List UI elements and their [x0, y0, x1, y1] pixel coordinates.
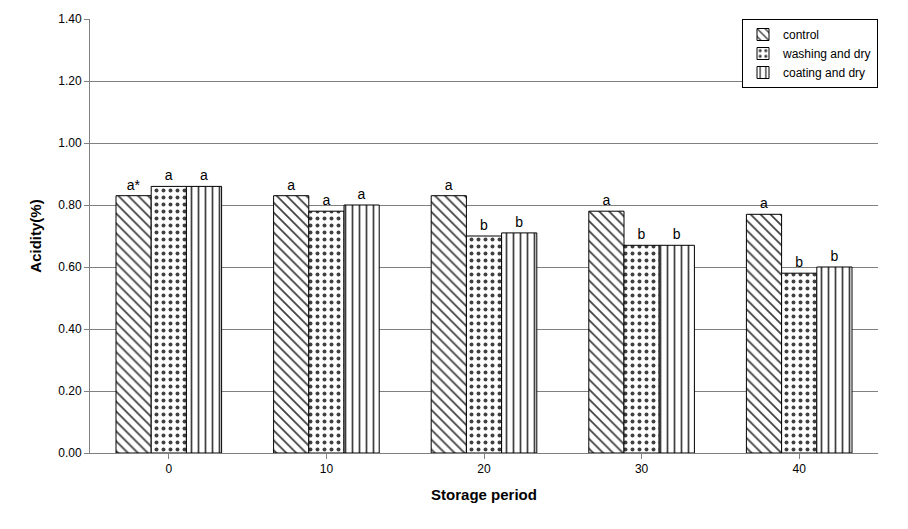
svg-text:b: b — [795, 254, 803, 270]
svg-text:b: b — [480, 217, 488, 233]
svg-text:0: 0 — [165, 462, 172, 476]
svg-text:0.80: 0.80 — [58, 198, 82, 212]
svg-text:Acidity(%): Acidity(%) — [27, 199, 44, 272]
svg-text:1.20: 1.20 — [58, 74, 82, 88]
svg-text:0.40: 0.40 — [58, 322, 82, 336]
svg-text:a*: a* — [127, 177, 141, 193]
svg-text:30: 30 — [635, 462, 649, 476]
svg-text:b: b — [673, 226, 681, 242]
svg-text:a: a — [322, 192, 330, 208]
svg-text:1.40: 1.40 — [58, 12, 82, 26]
svg-text:10: 10 — [320, 462, 334, 476]
svg-text:a: a — [200, 167, 208, 183]
svg-text:a: a — [760, 195, 768, 211]
svg-text:Storage period: Storage period — [431, 486, 537, 503]
svg-text:b: b — [638, 226, 646, 242]
svg-text:0.00: 0.00 — [58, 446, 82, 460]
svg-text:a: a — [358, 186, 366, 202]
svg-text:a: a — [287, 177, 295, 193]
svg-text:a: a — [165, 167, 173, 183]
svg-text:a: a — [445, 177, 453, 193]
svg-text:control: control — [783, 28, 819, 42]
svg-text:coating and dry: coating and dry — [783, 66, 865, 80]
svg-text:b: b — [515, 214, 523, 230]
svg-text:20: 20 — [477, 462, 491, 476]
svg-text:b: b — [830, 248, 838, 264]
svg-text:0.60: 0.60 — [58, 260, 82, 274]
svg-text:40: 40 — [793, 462, 807, 476]
svg-text:a: a — [602, 192, 610, 208]
svg-text:0.20: 0.20 — [58, 384, 82, 398]
svg-text:washing and dry: washing and dry — [782, 47, 870, 61]
svg-text:1.00: 1.00 — [58, 136, 82, 150]
